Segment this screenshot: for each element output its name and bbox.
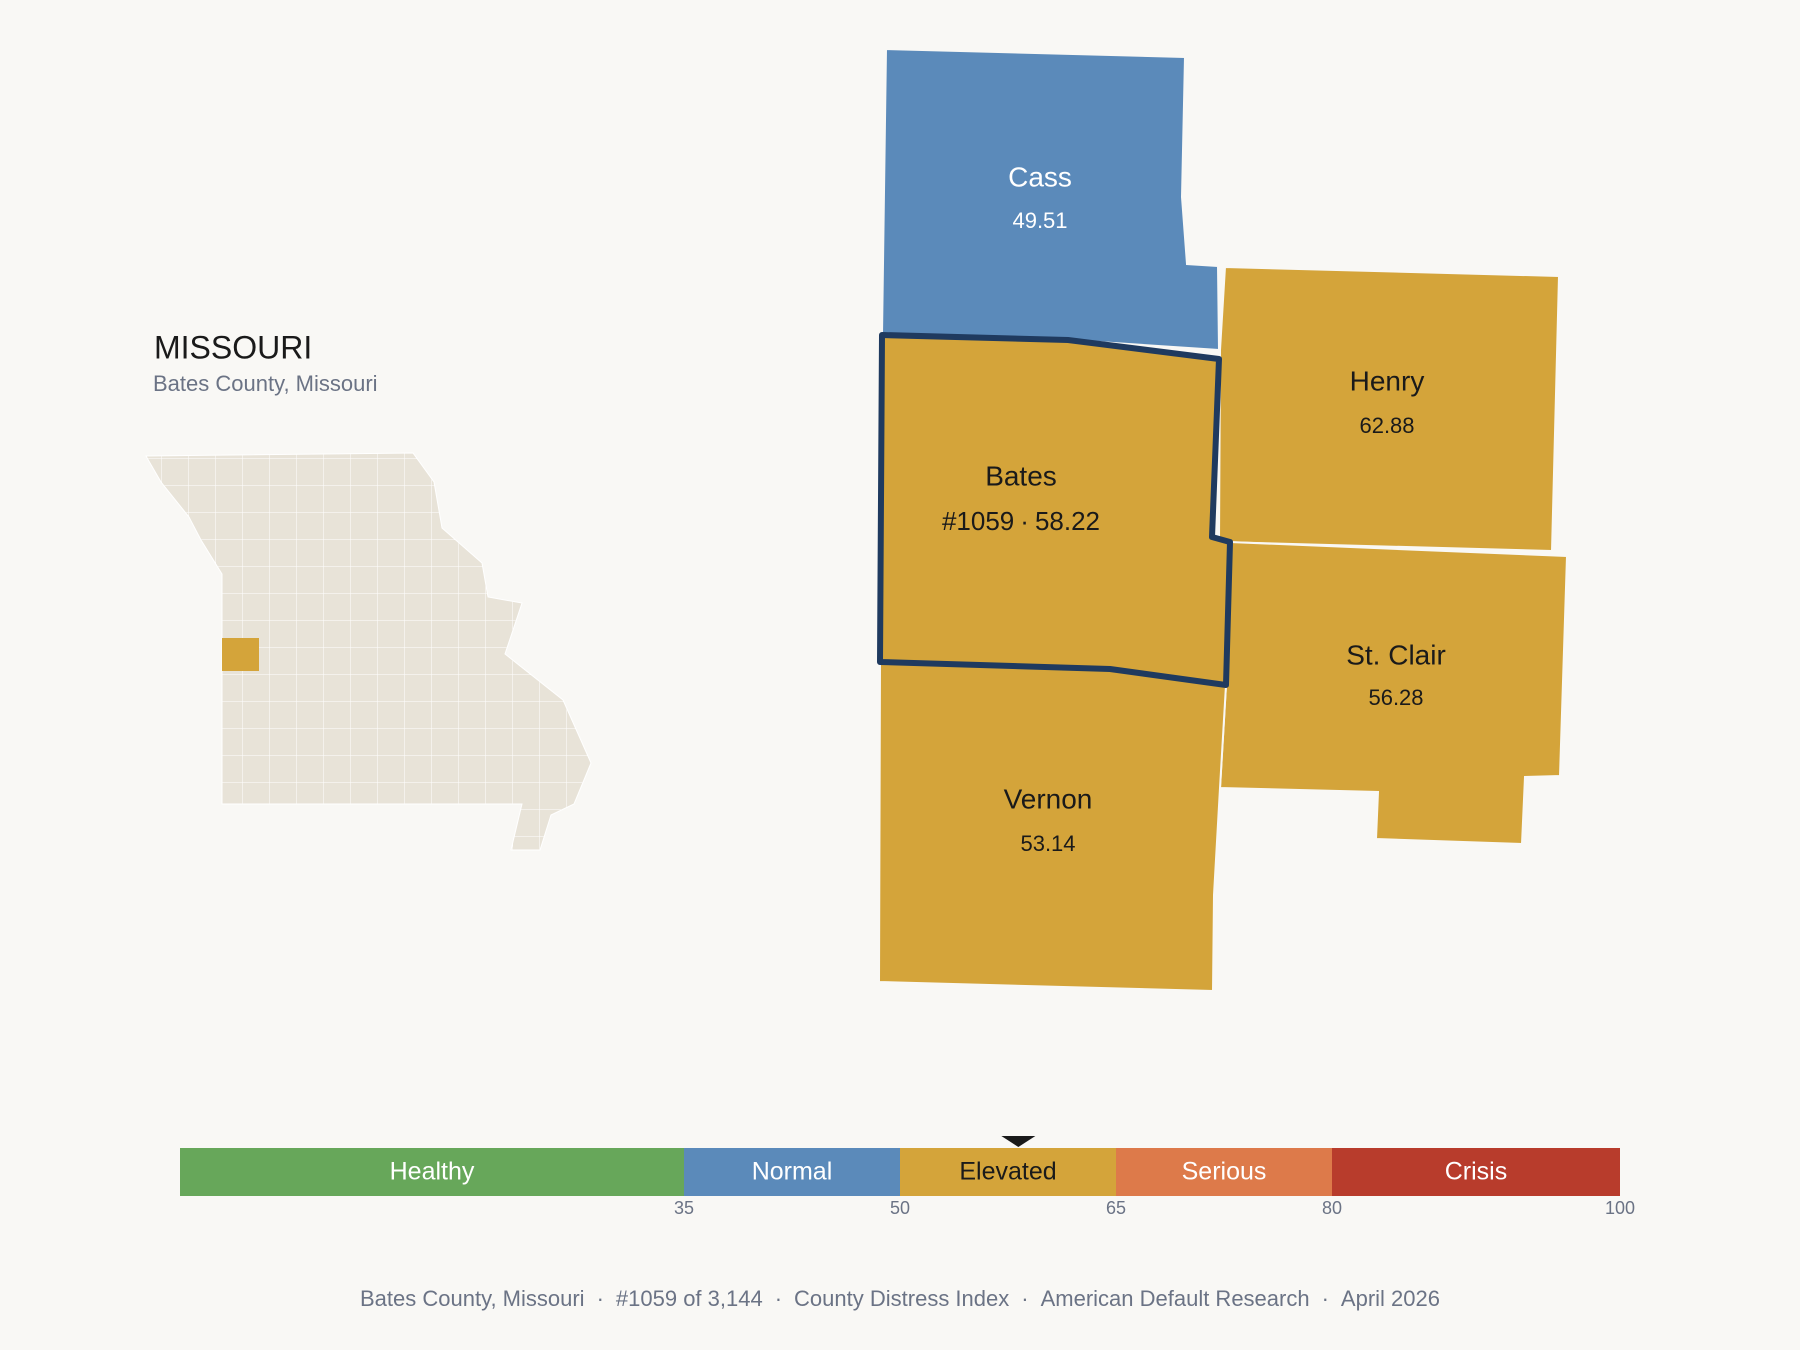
separator: · — [1021, 1286, 1028, 1311]
separator: · — [1020, 506, 1029, 536]
county-value: #1059 · 58.22 — [942, 506, 1100, 536]
legend-band — [1332, 1148, 1620, 1196]
state-title: MISSOURI — [154, 329, 312, 365]
legend-band — [900, 1148, 1116, 1196]
legend: Healthy Normal Elevated Serious Crisis 35 50 65… — [180, 1136, 1635, 1218]
county — [877, 660, 1228, 993]
county-score: 62.88 — [1359, 413, 1414, 438]
county-name: Bates — [985, 460, 1057, 491]
score-marker — [1001, 1136, 1036, 1147]
county-score: 58.22 — [1035, 506, 1100, 536]
tick-label: 35 — [674, 1198, 694, 1218]
footer-item: County Distress Index — [794, 1286, 1009, 1311]
state-outline — [145, 452, 592, 851]
legend-label: Crisis — [1445, 1158, 1508, 1186]
county-score: 56.28 — [1368, 685, 1423, 710]
footer-item: April 2026 — [1341, 1286, 1440, 1311]
footer-item: Bates County, Missouri — [360, 1286, 585, 1311]
county-name: St. Clair — [1346, 639, 1446, 670]
separator: · — [597, 1286, 604, 1311]
legend-band — [684, 1148, 900, 1196]
county-score: 49.51 — [1012, 208, 1067, 233]
tick-label: 80 — [1322, 1198, 1342, 1218]
legend-band — [180, 1148, 684, 1196]
footer-item: #1059 of 3,144 — [616, 1286, 763, 1311]
tick-label: 65 — [1106, 1198, 1126, 1218]
county-map: Cass 49.51 Henry 62.88 Bates #1059 · 58.22 St. C… — [877, 47, 1569, 993]
selected-outline — [877, 332, 1233, 688]
county-value: 62.88 — [1359, 413, 1414, 438]
county-value: 56.28 — [1368, 685, 1423, 710]
legend-label: Healthy — [390, 1158, 475, 1186]
footer-item: American Default Research — [1041, 1286, 1310, 1311]
county-score: 53.14 — [1020, 831, 1075, 856]
footer: Bates County, Missouri · #1059 of 3,144 · Co… — [360, 1286, 1440, 1311]
county-name: Cass — [1008, 161, 1072, 192]
legend-label: Normal — [752, 1158, 833, 1186]
county-name: Henry — [1350, 365, 1425, 396]
separator: · — [775, 1286, 782, 1311]
county-rank: #1059 — [942, 506, 1014, 536]
legend-label: Elevated — [959, 1158, 1056, 1186]
county — [1217, 265, 1561, 553]
state-subtitle: Bates County, Missouri — [153, 371, 378, 396]
tick-label: 50 — [890, 1198, 910, 1218]
county — [880, 47, 1221, 352]
legend-band — [1116, 1148, 1332, 1196]
county-value: 49.51 — [1012, 208, 1067, 233]
tick-label: 100 — [1605, 1198, 1635, 1218]
county-name: Vernon — [1004, 783, 1093, 814]
county-value: 53.14 — [1020, 831, 1075, 856]
state-highlight — [222, 638, 259, 671]
separator: · — [1322, 1286, 1329, 1311]
legend-label: Serious — [1182, 1158, 1267, 1186]
